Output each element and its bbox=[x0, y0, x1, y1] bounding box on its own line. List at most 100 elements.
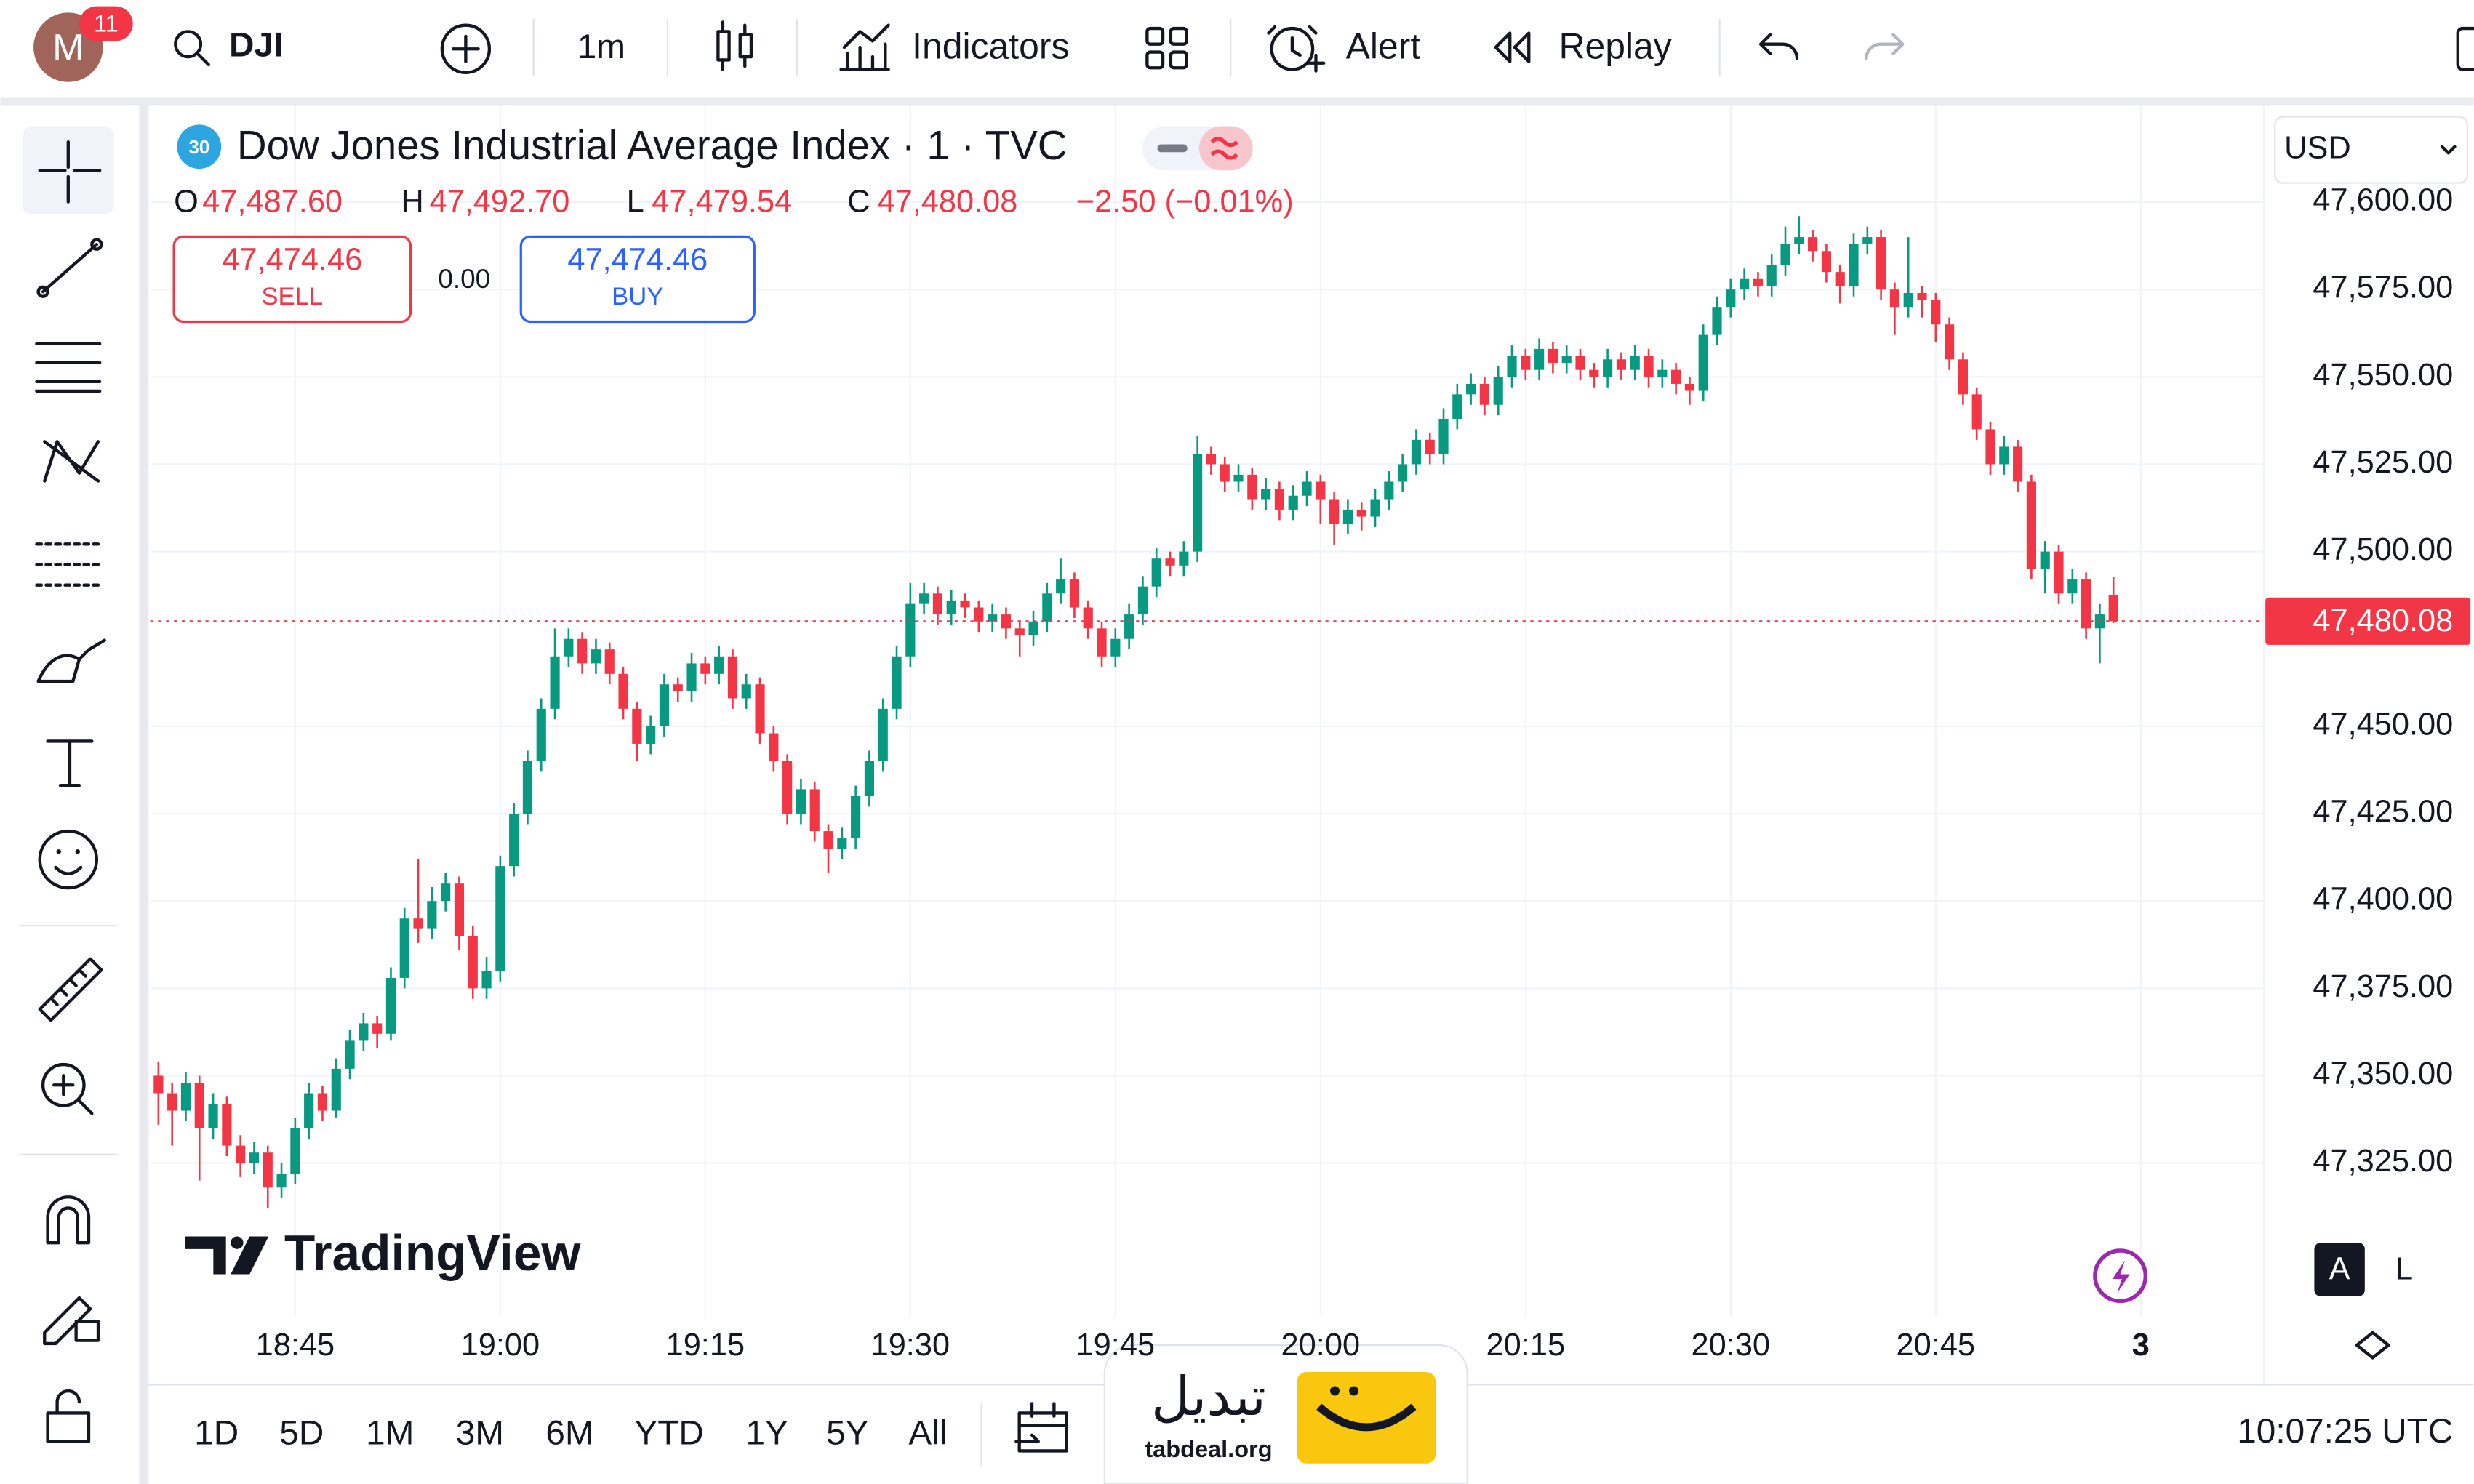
templates-button[interactable] bbox=[1145, 26, 1188, 70]
buy-price[interactable]: 47,474.46 bbox=[567, 243, 708, 278]
candle-body bbox=[1001, 614, 1012, 629]
y-tick-label: 47,550.00 bbox=[2313, 358, 2453, 393]
buy-button[interactable] bbox=[519, 235, 756, 324]
interval[interactable]: 1m bbox=[577, 28, 625, 66]
overlay-logo bbox=[1297, 1372, 1436, 1464]
y-tick-label: 47,325.00 bbox=[2313, 1144, 2453, 1179]
candle-body bbox=[686, 663, 697, 691]
candle-body bbox=[1179, 551, 1189, 566]
lightning-button[interactable] bbox=[2093, 1248, 2148, 1304]
y-tick-label: 47,450.00 bbox=[2313, 707, 2453, 742]
overlay-site: tabdeal.org bbox=[1145, 1436, 1272, 1462]
candle-body bbox=[1384, 481, 1394, 500]
candle-body bbox=[2067, 579, 2078, 594]
range-button[interactable]: 3M bbox=[456, 1413, 504, 1452]
alert-button[interactable]: Alert bbox=[1267, 25, 1421, 73]
symbol[interactable]: DJI bbox=[229, 26, 283, 65]
candle-body bbox=[1862, 237, 1873, 244]
currency[interactable]: USD bbox=[2284, 131, 2351, 166]
magnet-tool[interactable] bbox=[46, 1195, 91, 1245]
alert-label[interactable]: Alert bbox=[1346, 25, 1421, 66]
pattern-tool[interactable] bbox=[43, 440, 100, 483]
auto-scale-button[interactable] bbox=[2314, 1243, 2365, 1296]
candle-body bbox=[290, 1128, 300, 1174]
range-button[interactable]: 5D bbox=[279, 1413, 324, 1452]
indicators-label[interactable]: Indicators bbox=[912, 25, 1069, 66]
measure-tool[interactable] bbox=[38, 957, 103, 1022]
candle-body bbox=[1452, 394, 1462, 419]
last-price-box bbox=[2265, 597, 2471, 645]
replay-button[interactable]: Replay bbox=[1494, 25, 1672, 66]
indicators-button[interactable]: Indicators bbox=[839, 23, 1070, 71]
range-button[interactable]: 1Y bbox=[745, 1413, 788, 1452]
auto-scale[interactable]: A bbox=[2329, 1252, 2350, 1287]
buy-label[interactable]: BUY bbox=[612, 283, 663, 310]
candle-body bbox=[1014, 628, 1025, 635]
icon-tool[interactable] bbox=[38, 829, 99, 890]
candle-body bbox=[1589, 369, 1599, 377]
panel-button[interactable] bbox=[2456, 26, 2474, 71]
chart-type-button[interactable] bbox=[716, 20, 753, 71]
x-tick-label: 19:45 bbox=[1076, 1328, 1156, 1363]
sell-button[interactable] bbox=[172, 235, 412, 324]
redo-button[interactable] bbox=[1865, 33, 1905, 60]
brush-tool[interactable] bbox=[36, 638, 106, 683]
symbol-search[interactable]: DJI bbox=[174, 26, 283, 67]
lock-tool[interactable] bbox=[46, 1389, 91, 1443]
candle-body bbox=[1876, 237, 1886, 290]
range-button[interactable]: YTD bbox=[634, 1413, 703, 1452]
lock-drawings-tool[interactable] bbox=[43, 1296, 100, 1346]
cursor-tool-active[interactable] bbox=[22, 126, 114, 214]
undo-button[interactable] bbox=[1758, 33, 1799, 60]
overlay-logo-smile bbox=[1316, 1403, 1417, 1432]
range-button[interactable]: 1D bbox=[194, 1413, 239, 1452]
range-button[interactable]: 1M bbox=[366, 1413, 414, 1452]
candle-body bbox=[851, 796, 861, 838]
candle-body bbox=[604, 649, 615, 674]
candle-body bbox=[659, 684, 670, 726]
y-tick-label: 47,500.00 bbox=[2313, 532, 2453, 567]
candle-body bbox=[1971, 394, 1982, 430]
candle-body bbox=[1740, 278, 1750, 290]
candle-body bbox=[1616, 359, 1626, 370]
fib-tool[interactable] bbox=[35, 342, 102, 393]
candle-body bbox=[591, 649, 601, 664]
y-tick-label: 47,400.00 bbox=[2313, 882, 2453, 917]
candle-body bbox=[809, 789, 820, 832]
candle-body bbox=[331, 1068, 341, 1111]
log-scale[interactable]: L bbox=[2395, 1252, 2413, 1287]
candle-body bbox=[399, 918, 409, 978]
candle-body bbox=[1999, 446, 2009, 465]
candle-body bbox=[1958, 359, 1968, 395]
candle-body bbox=[1042, 593, 1052, 622]
range-button[interactable]: 6M bbox=[545, 1413, 593, 1452]
range-button[interactable]: All bbox=[908, 1413, 947, 1452]
sell-label[interactable]: SELL bbox=[261, 283, 323, 310]
zoom-tool[interactable] bbox=[41, 1062, 94, 1115]
candle-body bbox=[1302, 481, 1312, 496]
candle-body bbox=[1712, 307, 1722, 335]
candle-body bbox=[1644, 356, 1654, 377]
avatar-letter: M bbox=[52, 27, 84, 69]
candle-body bbox=[1753, 278, 1763, 286]
candle-body bbox=[1261, 489, 1271, 500]
trend-line-tool[interactable] bbox=[41, 243, 99, 294]
candle-body bbox=[796, 789, 806, 814]
replay-label[interactable]: Replay bbox=[1558, 25, 1671, 66]
compare-button[interactable] bbox=[440, 23, 492, 74]
axis-settings[interactable] bbox=[2355, 1331, 2390, 1360]
range-button[interactable]: 5Y bbox=[826, 1413, 868, 1452]
candle-body bbox=[495, 866, 505, 971]
cursor-tool[interactable] bbox=[38, 140, 102, 204]
status-pill-market[interactable] bbox=[1198, 126, 1253, 171]
candle-body bbox=[454, 883, 465, 936]
sell-price[interactable]: 47,474.46 bbox=[222, 243, 362, 278]
goto-date-button[interactable] bbox=[1014, 1402, 1068, 1453]
currency-select[interactable] bbox=[2274, 116, 2468, 184]
candle-body bbox=[1794, 237, 1804, 244]
text-tool[interactable] bbox=[46, 739, 94, 787]
candle-body bbox=[345, 1040, 355, 1069]
prediction-tool[interactable] bbox=[35, 542, 102, 587]
candle-body bbox=[769, 733, 779, 761]
candle-body bbox=[1438, 418, 1449, 454]
